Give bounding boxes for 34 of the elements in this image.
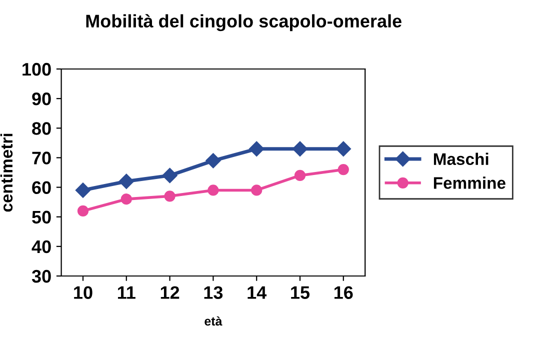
y-tick-label: 60 (32, 181, 51, 194)
point (118, 174, 134, 189)
point (251, 184, 262, 196)
point (120, 194, 132, 205)
point (75, 182, 91, 198)
x-tick-label: 10 (74, 286, 92, 299)
point (164, 190, 176, 202)
point (294, 170, 306, 182)
point (249, 141, 264, 156)
y-tick-label: 70 (32, 152, 51, 164)
y-tick-label: 80 (32, 122, 51, 135)
x-tick-label: 15 (291, 286, 310, 299)
chart-title: Mobilità del cingolo scapolo-omerale (86, 14, 402, 32)
legend-label: Femmine (434, 176, 506, 189)
y-axis-title: centimetri (0, 134, 13, 212)
x-tick-label: 13 (204, 286, 223, 300)
y-tick-label: 50 (32, 210, 51, 224)
point (208, 184, 219, 196)
y-tick-label: 30 (32, 270, 51, 283)
x-tick-label: 12 (160, 286, 180, 299)
y-tick-label: 40 (32, 240, 51, 254)
y-tick-label: 90 (32, 92, 51, 106)
x-tick-label: 16 (334, 286, 353, 299)
y-tick-label: 100 (22, 62, 51, 76)
x-tick-label: 14 (248, 286, 267, 299)
point (162, 168, 178, 184)
point (336, 141, 351, 156)
point (338, 164, 349, 176)
x-axis-title: età (204, 316, 222, 326)
point (206, 153, 221, 168)
legend-label: Maschi (434, 152, 488, 166)
x-tick-label: 11 (118, 286, 136, 299)
point (77, 205, 89, 216)
point (292, 141, 308, 156)
